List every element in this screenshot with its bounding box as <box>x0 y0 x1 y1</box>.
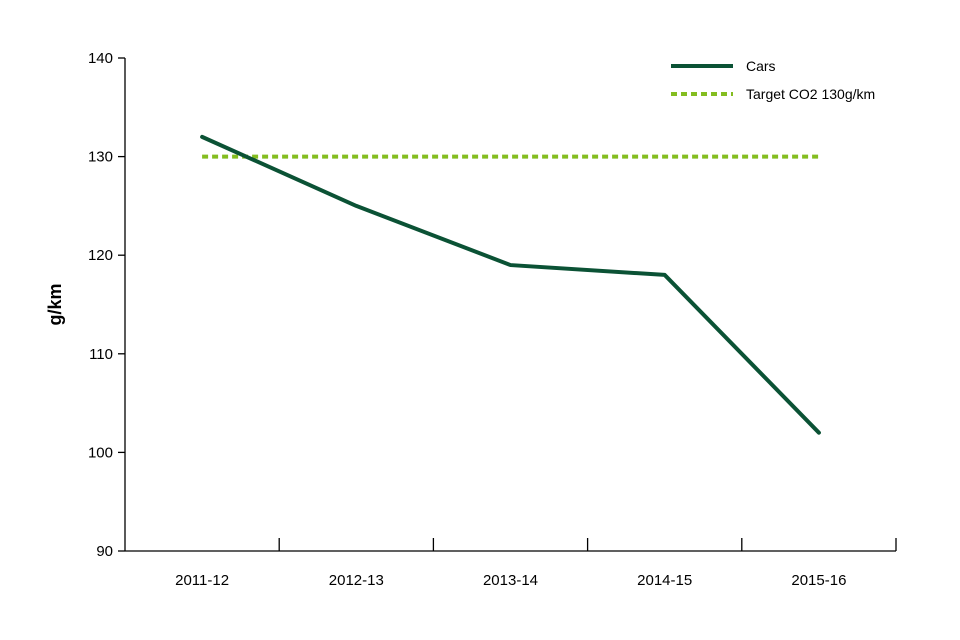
legend: Cars Target CO2 130g/km <box>671 58 875 102</box>
series-line-cars <box>200 134 821 435</box>
y-axis-title: g/km <box>45 283 65 325</box>
y-tick-label: 110 <box>89 346 113 363</box>
y-tick-label: 130 <box>88 149 113 166</box>
series-layer <box>200 134 821 435</box>
legend-label-target-co2-130g-km: Target CO2 130g/km <box>746 86 875 102</box>
y-tick-label: 140 <box>88 50 113 67</box>
y-tick-label: 100 <box>88 444 113 461</box>
legend-label-cars: Cars <box>746 58 776 74</box>
x-tick-label: 2013-14 <box>483 572 538 589</box>
y-tick-label: 120 <box>88 247 113 264</box>
y-tick-label: 90 <box>96 543 113 560</box>
y-axis-ticks: 90 100 110 120 130 140 <box>88 50 125 560</box>
x-tick-label: 2011-12 <box>175 572 229 589</box>
x-tick-label: 2012-13 <box>329 572 384 589</box>
x-axis-ticks: 2011-12 2012-13 2013-14 2014-15 2015-16 <box>175 538 897 589</box>
x-tick-label: 2014-15 <box>637 572 692 589</box>
x-tick-label: 2015-16 <box>791 572 846 589</box>
